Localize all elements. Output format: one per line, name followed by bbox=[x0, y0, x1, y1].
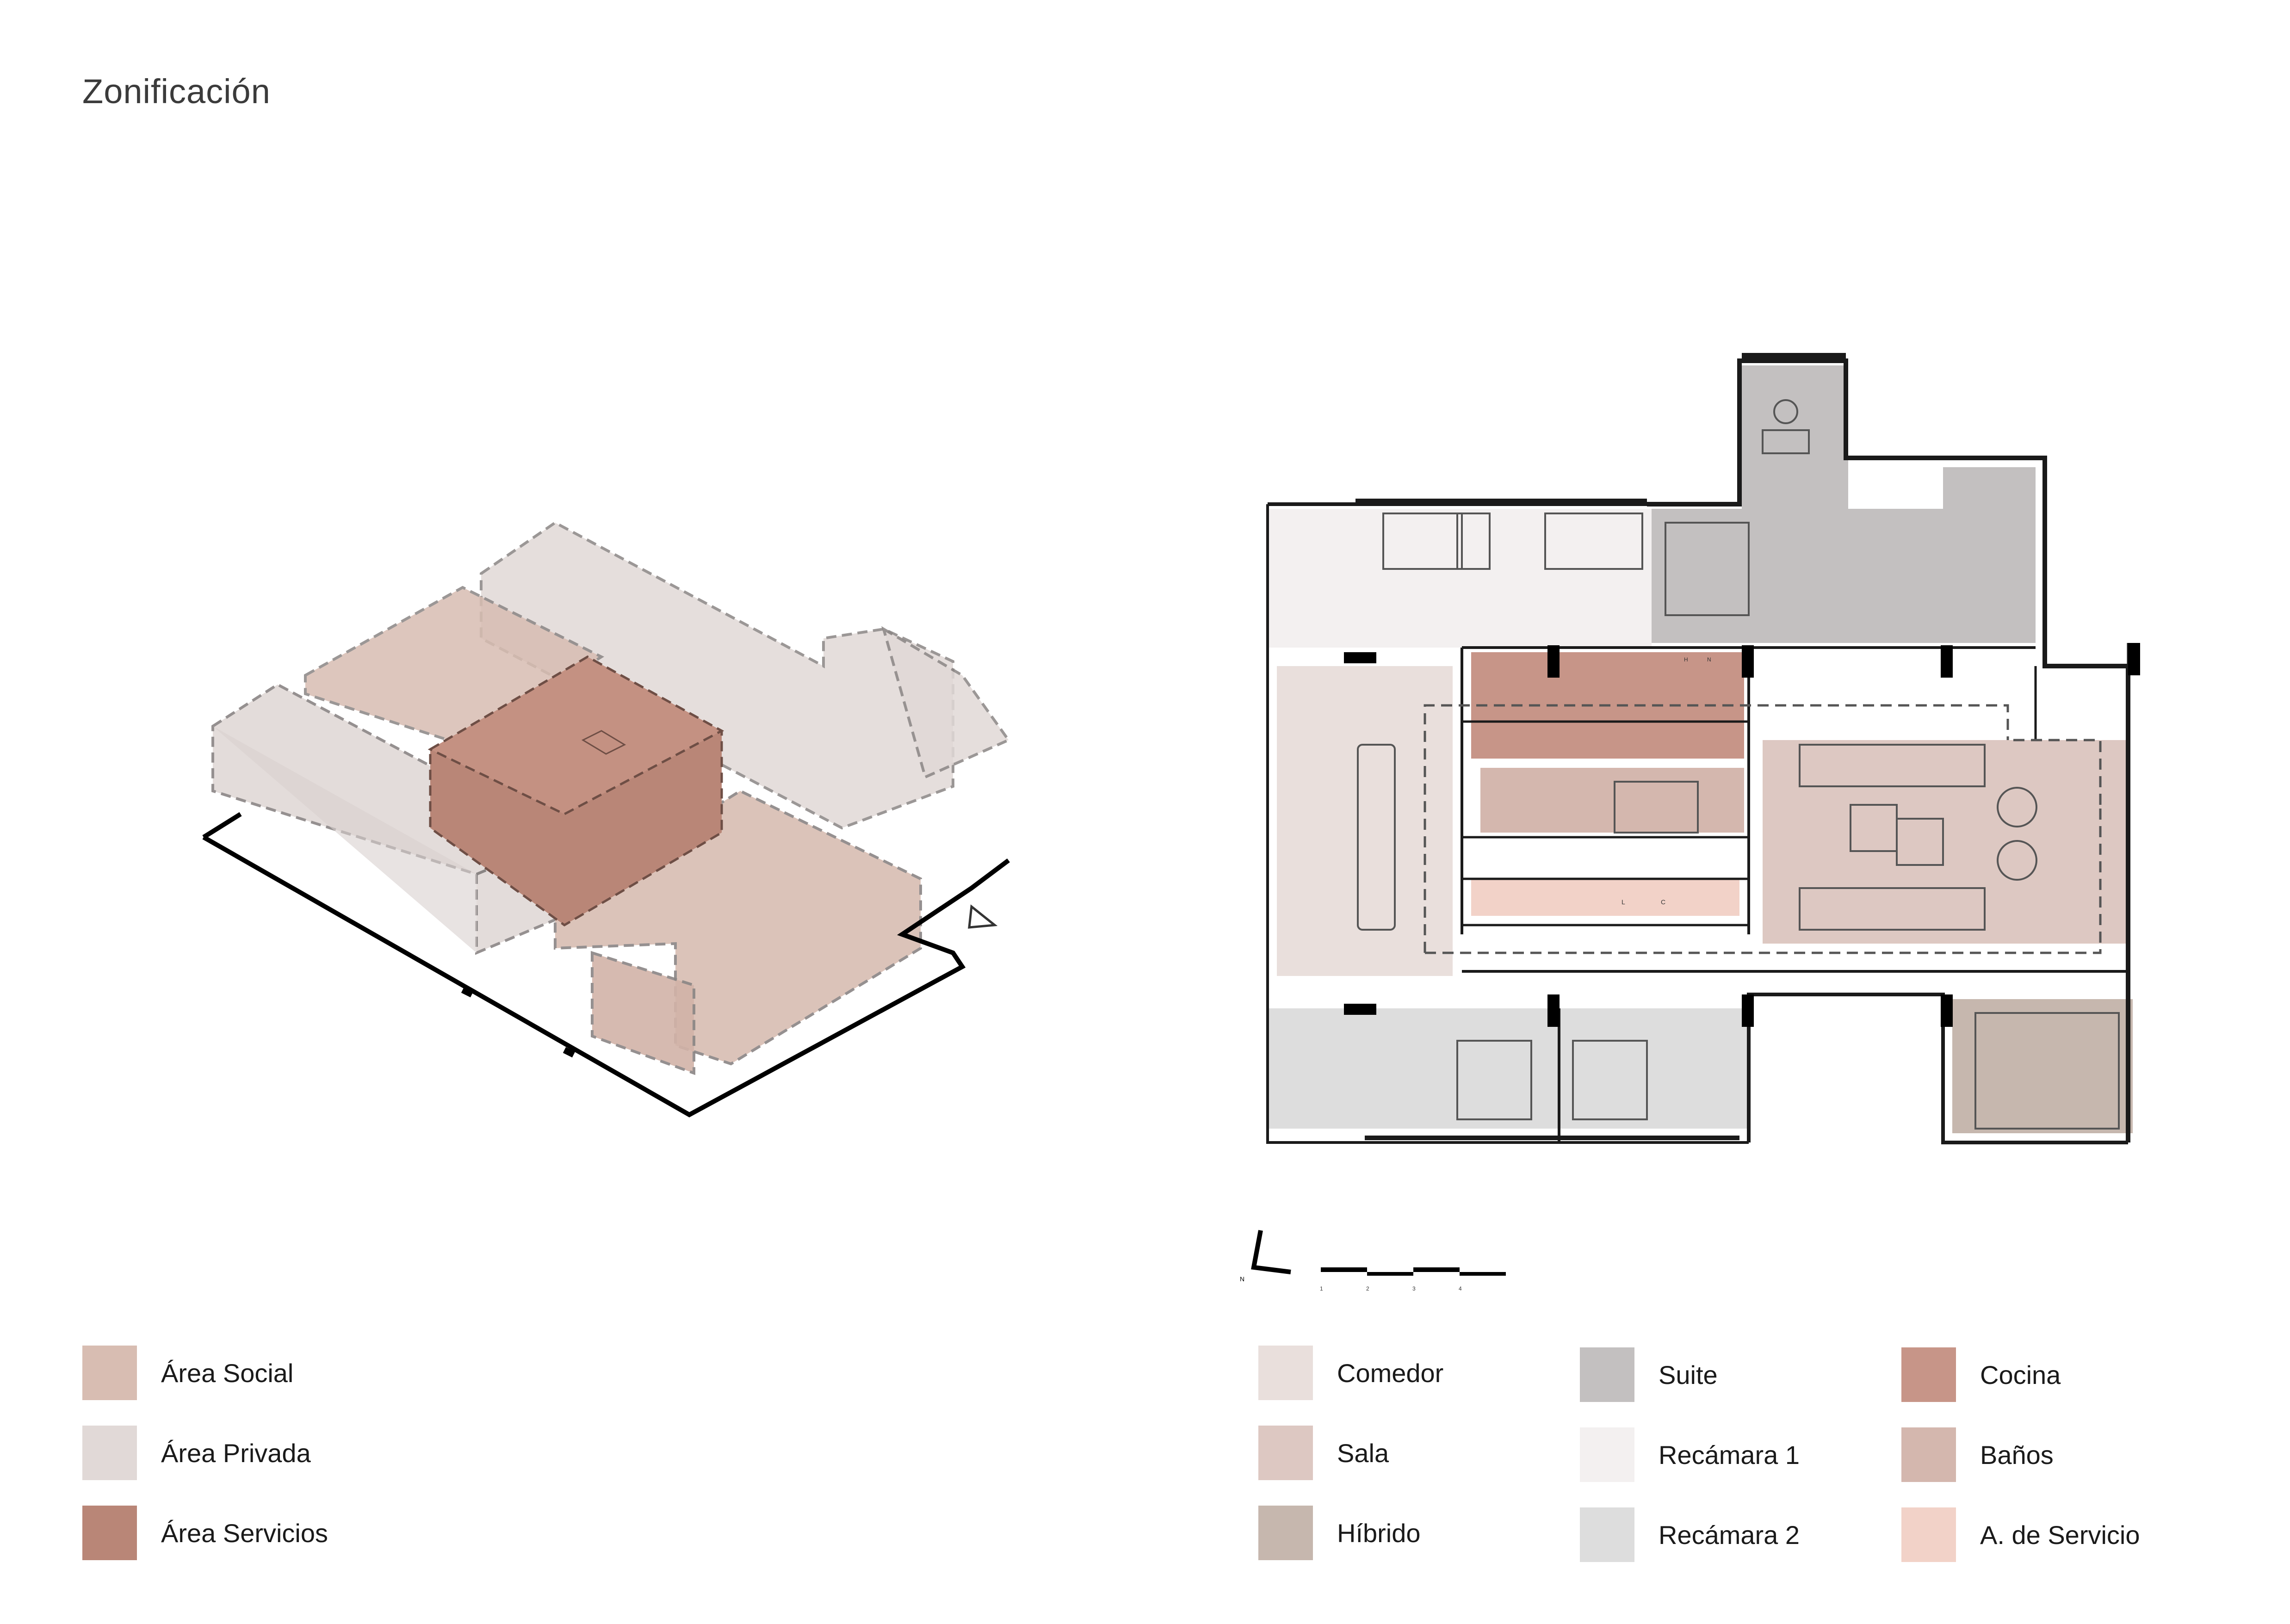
legend-label-area-privada: Área Privada bbox=[161, 1438, 311, 1468]
zone-hibrido bbox=[1952, 999, 2133, 1133]
legend-item-recamara-1: Recámara 1 bbox=[1580, 1427, 1800, 1482]
legend-label-area-social: Área Social bbox=[161, 1358, 294, 1388]
legend-swatch-hibrido bbox=[1258, 1506, 1313, 1560]
axo-private-wing-north bbox=[480, 521, 1011, 830]
scale-bar: 1 2 3 4 bbox=[1320, 1267, 1506, 1292]
legend-label-sala: Sala bbox=[1337, 1438, 1389, 1468]
scale-tick-2: 2 bbox=[1366, 1285, 1369, 1292]
legend-item-area-servicios: Área Servicios bbox=[82, 1505, 328, 1561]
legend-item-suite: Suite bbox=[1580, 1347, 1718, 1402]
legend-label-hibrido: Híbrido bbox=[1337, 1518, 1421, 1548]
plan-furniture bbox=[1357, 399, 2120, 1130]
legend-label-servicio: A. de Servicio bbox=[1980, 1520, 2140, 1550]
legend-item-comedor: Comedor bbox=[1258, 1345, 1443, 1401]
legend-swatch-cocina bbox=[1901, 1347, 1956, 1402]
legend-swatch-recamara-1 bbox=[1580, 1427, 1634, 1482]
axo-floor-outline bbox=[202, 812, 1010, 1118]
legend-swatch-banos bbox=[1901, 1427, 1956, 1482]
north-arrow-icon: N bbox=[1240, 1230, 1291, 1283]
zone-sala bbox=[1763, 740, 2128, 944]
legend-item-recamara-2: Recámara 2 bbox=[1580, 1507, 1800, 1562]
zone-recamara-1 bbox=[1268, 509, 1652, 648]
axo-north-arrow-icon bbox=[968, 904, 998, 929]
counter-label-c: C bbox=[1661, 898, 1665, 906]
counter-label-l: L bbox=[1622, 898, 1625, 906]
legend-item-banos: Baños bbox=[1901, 1427, 2054, 1482]
axo-services-core bbox=[427, 655, 724, 926]
legend-swatch-area-social bbox=[82, 1346, 137, 1400]
legend-swatch-comedor bbox=[1258, 1346, 1313, 1400]
legend-swatch-area-servicios bbox=[82, 1506, 137, 1560]
legend-label-banos: Baños bbox=[1980, 1440, 2054, 1470]
counter-label-h: H bbox=[1684, 656, 1688, 663]
legend-label-recamara-1: Recámara 1 bbox=[1659, 1440, 1800, 1470]
axo-private-wing-west bbox=[211, 683, 566, 955]
scale-tick-3: 3 bbox=[1412, 1285, 1416, 1292]
legend-label-recamara-2: Recámara 2 bbox=[1659, 1520, 1800, 1550]
scale-tick-4: 4 bbox=[1459, 1285, 1462, 1292]
legend-item-hibrido: Híbrido bbox=[1258, 1505, 1421, 1561]
legend-swatch-recamara-2 bbox=[1580, 1507, 1634, 1562]
counter-label-n: N bbox=[1707, 656, 1711, 663]
legend-label-comedor: Comedor bbox=[1337, 1358, 1444, 1388]
legend-item-cocina: Cocina bbox=[1901, 1347, 2061, 1402]
plan-walls bbox=[1266, 353, 2130, 1144]
legend-swatch-servicio bbox=[1901, 1507, 1956, 1562]
legend-item-servicio: A. de Servicio bbox=[1901, 1507, 2140, 1562]
legend-label-cocina: Cocina bbox=[1980, 1360, 2061, 1389]
legend-item-area-social: Área Social bbox=[82, 1345, 293, 1401]
circulation-path bbox=[1424, 704, 2102, 954]
zone-recamara-2 bbox=[1268, 1008, 1749, 1129]
legend-swatch-area-privada bbox=[82, 1426, 137, 1480]
north-letter: N bbox=[1240, 1275, 1244, 1283]
legend-item-area-privada: Área Privada bbox=[82, 1425, 311, 1481]
page-title: Zonificación bbox=[82, 72, 271, 111]
legend-item-sala: Sala bbox=[1258, 1425, 1389, 1481]
scale-tick-1: 1 bbox=[1320, 1285, 1323, 1292]
zone-servicio bbox=[1471, 879, 1739, 916]
legend-swatch-sala bbox=[1258, 1426, 1313, 1480]
zone-banos bbox=[1480, 768, 1744, 833]
legend-label-area-servicios: Área Servicios bbox=[161, 1518, 328, 1548]
legend-label-suite: Suite bbox=[1659, 1360, 1718, 1389]
zone-suite-bath bbox=[1943, 467, 2036, 643]
plan-columns bbox=[1344, 643, 2140, 1027]
zone-comedor bbox=[1277, 666, 1453, 976]
legend-swatch-suite bbox=[1580, 1347, 1634, 1402]
